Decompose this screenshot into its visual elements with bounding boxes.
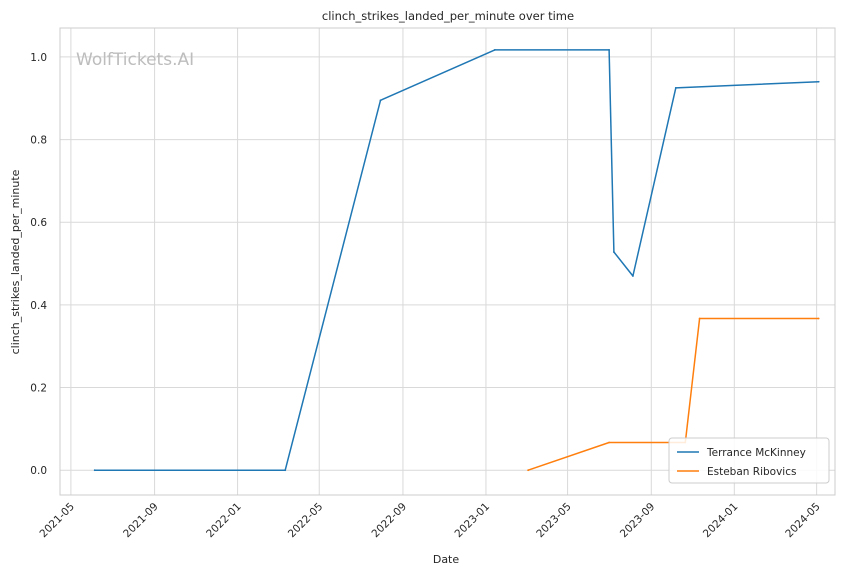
watermark: WolfTickets.AI: [76, 50, 194, 70]
data-point-esteban-ribovics: [608, 441, 611, 444]
legend: Terrance McKinney Esteban Ribovics: [668, 437, 830, 484]
data-point-esteban-ribovics: [817, 317, 820, 320]
data-point-terrance-mckinney: [817, 80, 820, 83]
data-point-esteban-ribovics: [698, 317, 701, 320]
legend-box: [668, 437, 830, 484]
y-tick-labels: 0.0 0.2 0.4 0.6 0.8 1.0: [30, 52, 47, 477]
y-tick-label: 0.2: [30, 383, 47, 395]
y-tick-label: 0.4: [30, 300, 47, 312]
y-tick-label: 0.6: [30, 217, 47, 229]
y-tick-label: 1.0: [30, 52, 47, 64]
data-point-terrance-mckinney: [608, 49, 611, 51]
y-axis-label: clinch_strikes_landed_per_minute: [9, 169, 22, 354]
data-point-terrance-mckinney: [674, 87, 677, 89]
data-point-terrance-mckinney: [493, 49, 496, 51]
data-point-terrance-mckinney: [632, 275, 634, 277]
legend-label-esteban-ribovics: Esteban Ribovics: [707, 466, 796, 478]
y-tick-label: 0.0: [30, 465, 47, 477]
data-point-terrance-mckinney: [612, 251, 615, 253]
data-point-terrance-mckinney: [93, 469, 96, 472]
y-tick-label: 0.8: [30, 135, 47, 147]
grid: [60, 28, 835, 495]
data-point-terrance-mckinney: [379, 99, 382, 102]
x-axis-label: Date: [433, 553, 460, 566]
plot-frame: [59, 27, 836, 496]
legend-label-terrance-mckinney: Terrance McKinney: [706, 447, 806, 459]
data-point-esteban-ribovics: [527, 469, 530, 472]
chart-title: clinch_strikes_landed_per_minute over ti…: [322, 9, 574, 23]
data-point-terrance-mckinney: [284, 469, 287, 472]
